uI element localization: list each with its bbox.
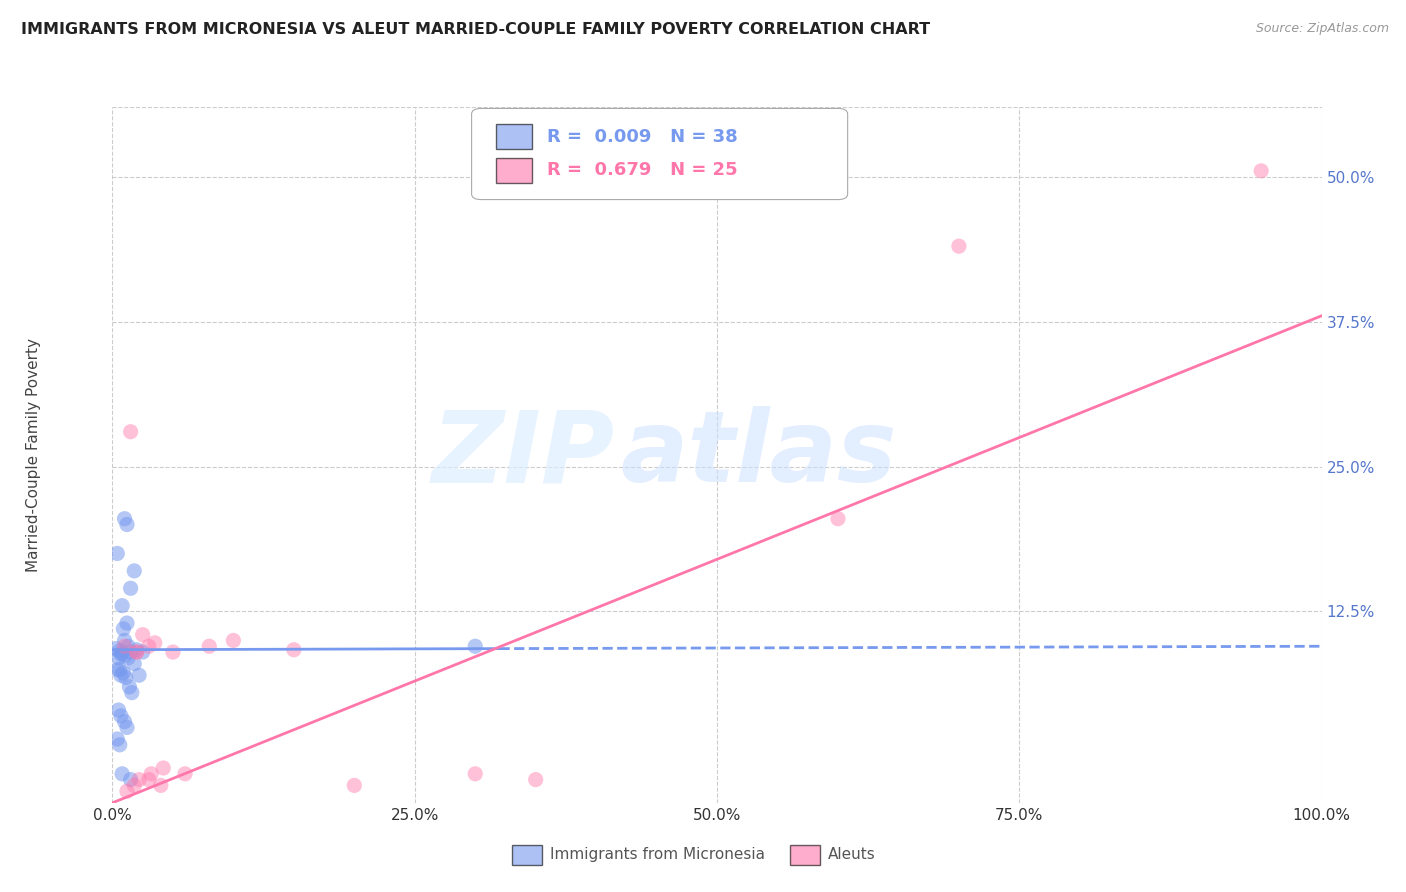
Text: atlas: atlas <box>620 407 897 503</box>
FancyBboxPatch shape <box>496 158 531 183</box>
Point <box>120 582 142 596</box>
Point <box>152 761 174 775</box>
Point <box>122 657 145 671</box>
Point <box>343 778 366 793</box>
Point <box>464 639 486 653</box>
Point <box>948 239 970 253</box>
Point <box>111 766 134 781</box>
Point <box>115 517 138 532</box>
Point <box>105 546 128 561</box>
Point <box>108 662 131 676</box>
Point <box>138 639 160 653</box>
Point <box>114 639 136 653</box>
Point <box>111 646 134 660</box>
Point <box>464 766 486 781</box>
Point <box>114 671 136 685</box>
Point <box>162 645 184 659</box>
Point <box>827 511 849 525</box>
Point <box>107 703 129 717</box>
Point <box>125 645 148 659</box>
Point <box>105 662 128 676</box>
Point <box>111 599 134 613</box>
Point <box>117 639 139 653</box>
Point <box>141 766 163 781</box>
Point <box>117 651 139 665</box>
Point <box>105 731 128 746</box>
Text: R =  0.679   N = 25: R = 0.679 N = 25 <box>547 161 737 179</box>
Point <box>115 615 138 630</box>
Point <box>105 641 128 656</box>
Point <box>118 680 141 694</box>
Point <box>222 633 245 648</box>
Point <box>128 772 150 787</box>
Point <box>120 425 142 439</box>
Point <box>143 636 166 650</box>
Point <box>112 622 135 636</box>
Point <box>1250 164 1272 178</box>
Text: Immigrants from Micronesia: Immigrants from Micronesia <box>550 847 765 863</box>
Point <box>132 645 155 659</box>
Text: R =  0.009   N = 38: R = 0.009 N = 38 <box>547 128 737 146</box>
Point <box>110 708 132 723</box>
Text: IMMIGRANTS FROM MICRONESIA VS ALEUT MARRIED-COUPLE FAMILY POVERTY CORRELATION CH: IMMIGRANTS FROM MICRONESIA VS ALEUT MARR… <box>21 22 931 37</box>
Point <box>110 668 132 682</box>
Point <box>128 668 150 682</box>
Text: Aleuts: Aleuts <box>828 847 876 863</box>
Point <box>122 778 145 793</box>
Point <box>115 721 138 735</box>
Point <box>110 648 132 662</box>
Point <box>524 772 547 787</box>
Point <box>138 772 160 787</box>
Point <box>125 645 148 659</box>
Point <box>122 564 145 578</box>
Point <box>115 784 138 798</box>
FancyBboxPatch shape <box>471 109 848 200</box>
Point <box>132 628 155 642</box>
Point <box>114 633 136 648</box>
Point <box>120 645 142 659</box>
Text: Married-Couple Family Poverty: Married-Couple Family Poverty <box>27 338 41 572</box>
Point <box>121 685 143 699</box>
Point <box>120 772 142 787</box>
Point <box>112 665 135 680</box>
Point <box>107 651 129 665</box>
FancyBboxPatch shape <box>512 845 541 865</box>
Point <box>149 778 172 793</box>
Point <box>108 644 131 658</box>
Point <box>108 738 131 752</box>
Point <box>283 642 305 657</box>
FancyBboxPatch shape <box>496 124 531 150</box>
Point <box>114 714 136 729</box>
FancyBboxPatch shape <box>790 845 820 865</box>
Point <box>174 766 197 781</box>
Text: ZIP: ZIP <box>432 407 614 503</box>
Point <box>198 639 221 653</box>
Point <box>114 511 136 525</box>
Text: Source: ZipAtlas.com: Source: ZipAtlas.com <box>1256 22 1389 36</box>
Point <box>125 642 148 657</box>
Point <box>114 648 136 663</box>
